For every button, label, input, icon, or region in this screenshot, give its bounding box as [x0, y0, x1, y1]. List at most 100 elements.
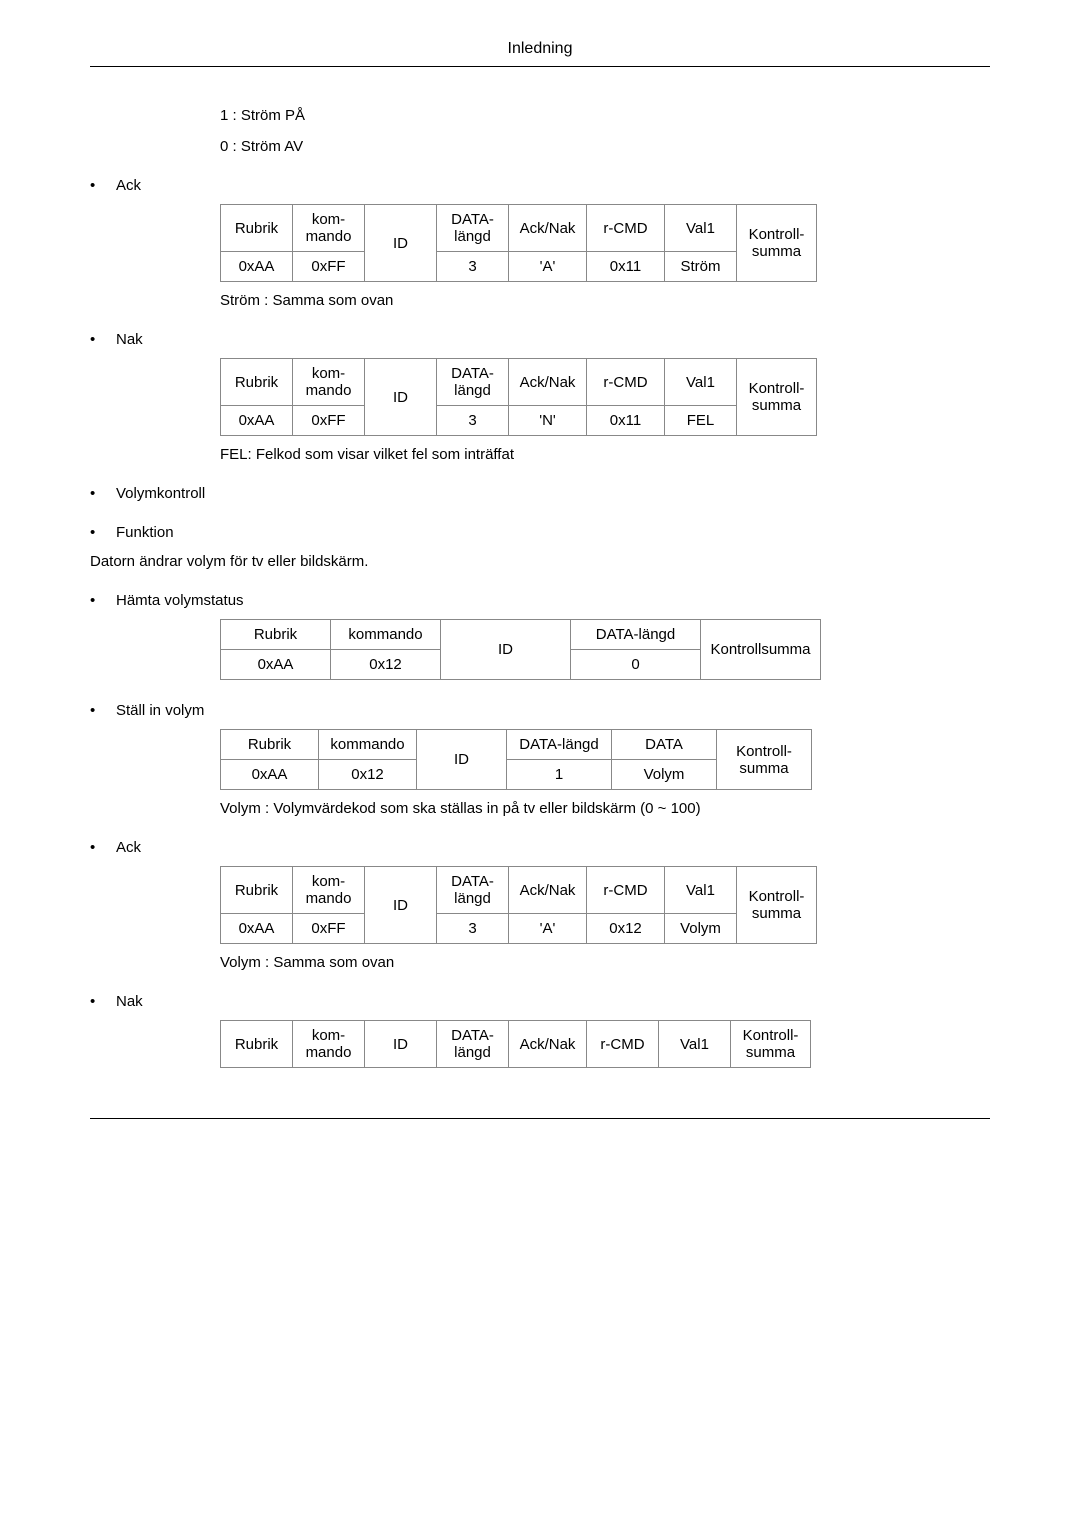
td: 3: [437, 406, 509, 436]
th: DATA-längd: [507, 730, 612, 760]
td: 0xFF: [293, 914, 365, 944]
ack-volym-block: Rubrik kom-mando ID DATA-längd Ack/Nak r…: [220, 866, 990, 971]
th: ID: [365, 205, 437, 282]
th: r-CMD: [587, 359, 665, 406]
th: Val1: [665, 205, 737, 252]
td: 'A': [509, 252, 587, 282]
nak-volym-block: Rubrik kom-mando ID DATA-längd Ack/Nak r…: [220, 1020, 990, 1068]
nak1-note: FEL: Felkod som visar vilket fel som int…: [220, 446, 990, 463]
bullet-nak-volym: • Nak: [90, 993, 990, 1010]
page: Inledning 1 : Ström PÅ 0 : Ström AV • Ac…: [0, 0, 1080, 1179]
td: 0xAA: [221, 760, 319, 790]
table-row: Rubrik kom-mando ID DATA-längd Ack/Nak r…: [221, 867, 817, 914]
table-row: Rubrik kommando ID DATA-längd DATA Kontr…: [221, 730, 812, 760]
bullet-funktion: • Funktion: [90, 524, 990, 541]
th: Kontrollsumma: [701, 620, 821, 680]
th: r-CMD: [587, 205, 665, 252]
th: DATA-längd: [571, 620, 701, 650]
bullet-hamta: • Hämta volymstatus: [90, 592, 990, 609]
td: 3: [437, 252, 509, 282]
th: DATA: [612, 730, 717, 760]
hamta-table: Rubrik kommando ID DATA-längd Kontrollsu…: [220, 619, 821, 680]
th: Rubrik: [221, 1021, 293, 1068]
nak-volym-table: Rubrik kom-mando ID DATA-längd Ack/Nak r…: [220, 1020, 811, 1068]
intro-line-2: 0 : Ström AV: [220, 138, 990, 155]
ack1-note: Ström : Samma som ovan: [220, 292, 990, 309]
td: Ström: [665, 252, 737, 282]
th: Ack/Nak: [509, 205, 587, 252]
td: Volym: [665, 914, 737, 944]
th: kommando: [331, 620, 441, 650]
bullet-ack-volym: • Ack: [90, 839, 990, 856]
stall-table: Rubrik kommando ID DATA-längd DATA Kontr…: [220, 729, 812, 790]
td: 1: [507, 760, 612, 790]
th: r-CMD: [587, 867, 665, 914]
table-row: 0xAA 0xFF 3 'N' 0x11 FEL: [221, 406, 817, 436]
bullet-label: Ack: [116, 177, 990, 194]
th: ID: [365, 359, 437, 436]
intro-line-1: 1 : Ström PÅ: [220, 107, 990, 124]
ack1-table: Rubrik kom-mando ID DATA-längd Ack/Nak r…: [220, 204, 817, 282]
td: 0xFF: [293, 252, 365, 282]
td: 0x11: [587, 406, 665, 436]
td: 'A': [509, 914, 587, 944]
th: Kontroll-summa: [737, 867, 817, 944]
th: Rubrik: [221, 620, 331, 650]
th: Kontroll-summa: [731, 1021, 811, 1068]
bullet-volymkontroll: • Volymkontroll: [90, 485, 990, 502]
th: Ack/Nak: [509, 867, 587, 914]
td: 3: [437, 914, 509, 944]
ack1-block: Rubrik kom-mando ID DATA-längd Ack/Nak r…: [220, 204, 990, 309]
th: ID: [417, 730, 507, 790]
th: Kontroll-summa: [737, 205, 817, 282]
th: Ack/Nak: [509, 1021, 587, 1068]
td: 0x12: [587, 914, 665, 944]
td: 0xAA: [221, 252, 293, 282]
header-rule: [90, 66, 990, 67]
td: 0xAA: [221, 650, 331, 680]
th: Rubrik: [221, 867, 293, 914]
td: Volym: [612, 760, 717, 790]
th: Val1: [665, 867, 737, 914]
td: FEL: [665, 406, 737, 436]
td: 0: [571, 650, 701, 680]
bullet-icon: •: [90, 331, 116, 348]
th: Val1: [665, 359, 737, 406]
ack-volym-note: Volym : Samma som ovan: [220, 954, 990, 971]
nak1-block: Rubrik kom-mando ID DATA-längd Ack/Nak r…: [220, 358, 990, 463]
th: kom-mando: [293, 359, 365, 406]
hamta-block: Rubrik kommando ID DATA-längd Kontrollsu…: [220, 619, 990, 680]
td: 0xFF: [293, 406, 365, 436]
bullet-icon: •: [90, 839, 116, 856]
bullet-icon: •: [90, 177, 116, 194]
th: ID: [365, 1021, 437, 1068]
th: Kontroll-summa: [737, 359, 817, 436]
bullet-ack-1: • Ack: [90, 177, 990, 194]
bullet-icon: •: [90, 524, 116, 541]
td: 'N': [509, 406, 587, 436]
bullet-label: Ställ in volym: [116, 702, 990, 719]
table-row: Rubrik kom-mando ID DATA-längd Ack/Nak r…: [221, 1021, 811, 1068]
funktion-text: Datorn ändrar volym för tv eller bildskä…: [90, 553, 990, 570]
th: DATA-längd: [437, 359, 509, 406]
bullet-label: Hämta volymstatus: [116, 592, 990, 609]
th: DATA-längd: [437, 205, 509, 252]
th: Kontroll-summa: [717, 730, 812, 790]
th: ID: [441, 620, 571, 680]
bullet-icon: •: [90, 485, 116, 502]
th: Rubrik: [221, 359, 293, 406]
bullet-label: Nak: [116, 993, 990, 1010]
td: 0xAA: [221, 406, 293, 436]
bullet-icon: •: [90, 592, 116, 609]
table-row: Rubrik kom-mando ID DATA-längd Ack/Nak r…: [221, 359, 817, 406]
bullet-icon: •: [90, 702, 116, 719]
th: Val1: [659, 1021, 731, 1068]
bullet-label: Ack: [116, 839, 990, 856]
intro-block: 1 : Ström PÅ 0 : Ström AV: [220, 107, 990, 155]
table-row: 0xAA 0xFF 3 'A' 0x12 Volym: [221, 914, 817, 944]
table-row: Rubrik kommando ID DATA-längd Kontrollsu…: [221, 620, 821, 650]
bullet-icon: •: [90, 993, 116, 1010]
bullet-label: Volymkontroll: [116, 485, 990, 502]
bullet-label: Nak: [116, 331, 990, 348]
th: kom-mando: [293, 1021, 365, 1068]
